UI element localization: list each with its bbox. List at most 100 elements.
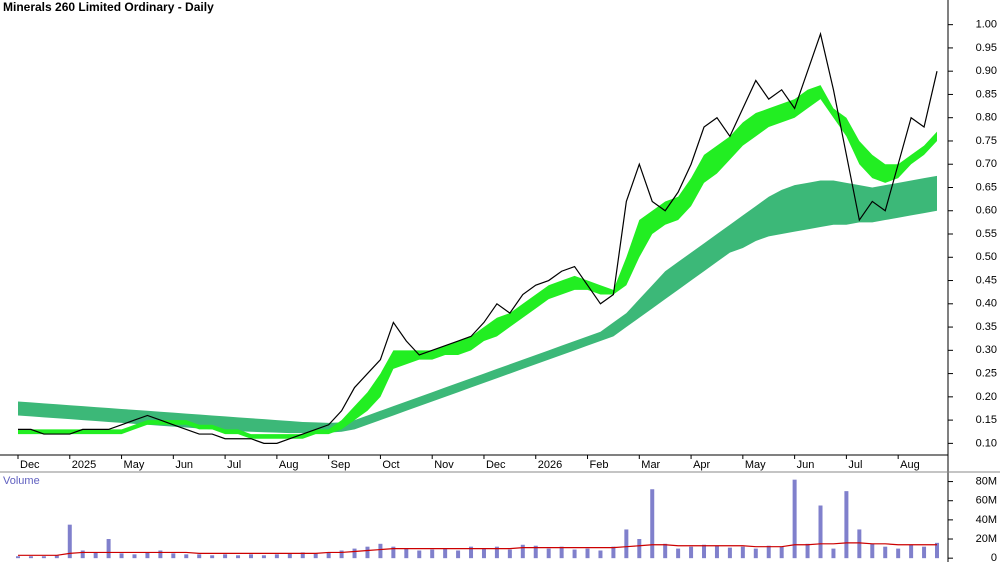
volume-bar xyxy=(313,553,318,559)
y-tick-label: 0.15 xyxy=(976,414,997,426)
y-tick-label: 0.65 xyxy=(976,181,997,193)
volume-bar xyxy=(533,545,538,559)
y-tick-label: 0.50 xyxy=(976,251,997,263)
volume-bar xyxy=(93,552,98,559)
volume-bar xyxy=(624,529,629,559)
volume-bar xyxy=(119,553,124,559)
volume-bar xyxy=(702,544,707,559)
y-tick-label: 0.90 xyxy=(976,65,997,77)
volume-bar xyxy=(54,555,59,559)
x-tick-label: Jun xyxy=(175,459,193,471)
y-tick-label: 0.30 xyxy=(976,344,997,356)
volume-bar xyxy=(663,543,668,559)
y-tick-label: 20M xyxy=(976,533,997,545)
x-tick-label: Mar xyxy=(641,459,660,471)
volume-bar xyxy=(417,550,422,559)
volume-bar xyxy=(818,505,823,559)
volume-bar xyxy=(236,555,241,559)
volume-bar xyxy=(287,553,292,559)
y-tick-label: 0.80 xyxy=(976,112,997,124)
volume-bar xyxy=(481,548,486,559)
y-tick-label: 0.45 xyxy=(976,274,997,286)
volume-bar xyxy=(766,545,771,559)
volume-bar xyxy=(507,549,512,559)
y-tick-label: 0.95 xyxy=(976,42,997,54)
volume-bar xyxy=(274,554,279,559)
volume-bar xyxy=(779,546,784,559)
volume-average xyxy=(18,542,937,556)
volume-bar xyxy=(391,546,396,559)
x-tick-label: Apr xyxy=(693,459,710,471)
x-tick-label: 2025 xyxy=(72,459,96,471)
volume-bar xyxy=(404,548,409,559)
x-tick-label: Aug xyxy=(900,459,920,471)
volume-bar xyxy=(365,546,370,559)
volume-bar xyxy=(210,555,215,559)
volume-bar xyxy=(456,550,461,559)
x-tick-label: Jul xyxy=(227,459,241,471)
y-tick-label: 60M xyxy=(976,495,997,507)
volume-bar xyxy=(637,539,642,559)
price-line xyxy=(18,31,938,444)
x-tick-label: May xyxy=(124,459,145,471)
volume-bar xyxy=(326,552,331,559)
volume-bar xyxy=(935,542,939,559)
x-tick-label: Sep xyxy=(331,459,351,471)
volume-bar xyxy=(67,524,72,559)
volume-bar xyxy=(261,555,266,559)
volume-bar xyxy=(41,556,46,559)
volume-bar xyxy=(676,548,681,559)
ribbon-band xyxy=(18,175,937,434)
volume-bar xyxy=(16,556,20,559)
volume-bar xyxy=(572,549,577,559)
x-tick-label: Dec xyxy=(486,459,506,471)
volume-bar xyxy=(598,550,603,559)
volume-bar xyxy=(585,548,590,559)
volume-bar xyxy=(352,548,357,559)
y-tick-label: 0.70 xyxy=(976,158,997,170)
x-tick-label: Dec xyxy=(20,459,40,471)
volume-bar xyxy=(909,544,914,559)
volume-bar xyxy=(80,550,85,559)
volume-bar xyxy=(792,479,797,559)
volume-bar xyxy=(870,543,875,559)
y-tick-label: 0.35 xyxy=(976,321,997,333)
x-tick-label: Aug xyxy=(279,459,299,471)
volume-bar xyxy=(106,539,111,559)
volume-bar xyxy=(611,546,616,559)
volume-bar xyxy=(546,548,551,559)
volume-bar xyxy=(158,550,163,559)
x-tick-label: May xyxy=(745,459,766,471)
volume-bar xyxy=(727,547,732,559)
volume-bar xyxy=(469,546,474,559)
volume-bar xyxy=(922,546,927,559)
ribbon-band xyxy=(18,85,937,439)
x-tick-label: Jun xyxy=(797,459,815,471)
y-tick-label: 0.20 xyxy=(976,391,997,403)
y-tick-label: 0.85 xyxy=(976,88,997,100)
volume-bar xyxy=(248,554,253,559)
y-tick-label: 0.40 xyxy=(976,298,997,310)
y-tick-label: 40M xyxy=(976,514,997,526)
volume-bar xyxy=(171,553,176,559)
y-tick-label: 1.00 xyxy=(976,19,997,31)
x-tick-label: Nov xyxy=(434,459,454,471)
volume-bar xyxy=(378,543,383,559)
x-tick-label: 2026 xyxy=(538,459,562,471)
y-tick-label: 0 xyxy=(991,552,997,562)
y-tick-label: 80M xyxy=(976,475,997,487)
volume-bar xyxy=(520,544,525,559)
volume-bar xyxy=(184,554,189,559)
volume-bar xyxy=(559,546,564,559)
x-tick-label: Feb xyxy=(590,459,609,471)
volume-title: Volume xyxy=(3,475,40,487)
volume-bar xyxy=(805,543,810,559)
volume-bar xyxy=(896,548,901,559)
volume-bar xyxy=(443,548,448,559)
volume-bar xyxy=(132,554,137,559)
volume-bar xyxy=(883,546,888,559)
x-tick-label: Jul xyxy=(848,459,862,471)
volume-bar xyxy=(300,552,305,559)
